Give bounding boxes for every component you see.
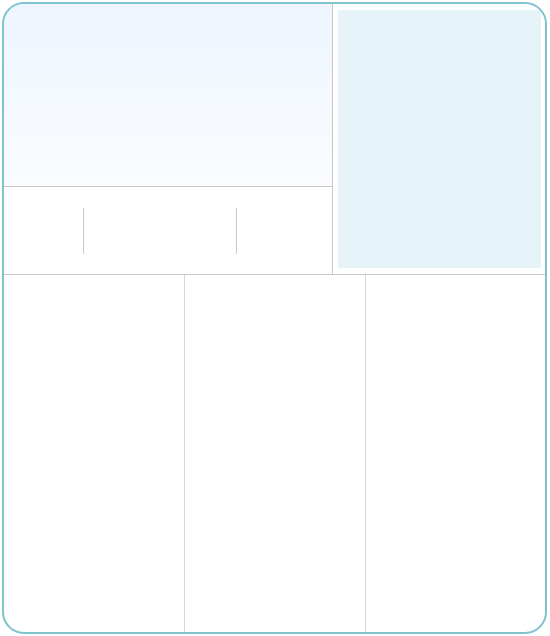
stat-divider: [83, 208, 84, 254]
hero-panel: [4, 4, 332, 187]
section-divider: [4, 274, 545, 275]
column-divider: [184, 275, 185, 632]
column-1: [4, 275, 184, 632]
side-panel-frame: [332, 4, 545, 274]
column-3: [366, 275, 545, 632]
side-panel: [338, 10, 541, 268]
column-divider: [365, 275, 366, 632]
columns-section: [4, 275, 545, 632]
stat-divider: [236, 208, 237, 254]
column-2: [185, 275, 365, 632]
stats-row: [4, 187, 332, 274]
